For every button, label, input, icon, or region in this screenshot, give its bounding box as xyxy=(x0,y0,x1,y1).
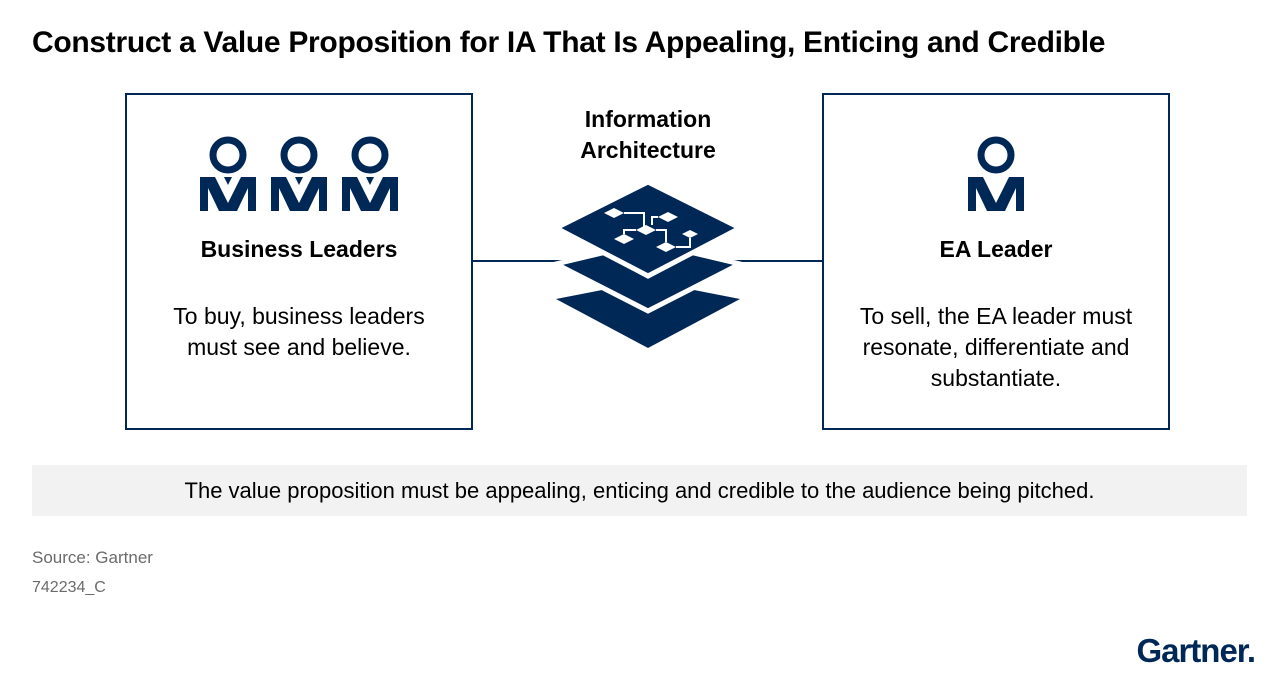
business-leaders-box: Business Leaders To buy, business leader… xyxy=(125,93,473,430)
information-architecture-label: Information Architecture xyxy=(580,106,716,163)
connector-right xyxy=(725,260,822,262)
ea-leader-heading: EA Leader xyxy=(939,236,1053,262)
source-note: Source: Gartner xyxy=(32,548,153,567)
gartner-logo: Gartner. xyxy=(1136,632,1256,669)
person-icon xyxy=(200,136,256,211)
layered-architecture-icon xyxy=(548,178,748,358)
summary-banner: The value proposition must be appealing,… xyxy=(32,465,1247,516)
person-icon xyxy=(342,136,398,211)
ea-leader-box: EA Leader To sell, the EA leader must re… xyxy=(822,93,1170,430)
ea-leader-text: To sell, the EA leader must resonate, di… xyxy=(859,303,1133,391)
page-title: Construct a Value Proposition for IA Tha… xyxy=(32,26,1106,59)
person-icon-wrap xyxy=(824,133,1168,211)
document-id: 742234_C xyxy=(32,579,106,596)
people-group-icon xyxy=(127,133,471,211)
connector-left xyxy=(473,260,573,262)
person-icon xyxy=(968,136,1024,211)
business-leaders-text: To buy, business leaders must see and be… xyxy=(173,303,425,360)
business-leaders-heading: Business Leaders xyxy=(200,236,398,262)
person-icon xyxy=(271,136,327,211)
